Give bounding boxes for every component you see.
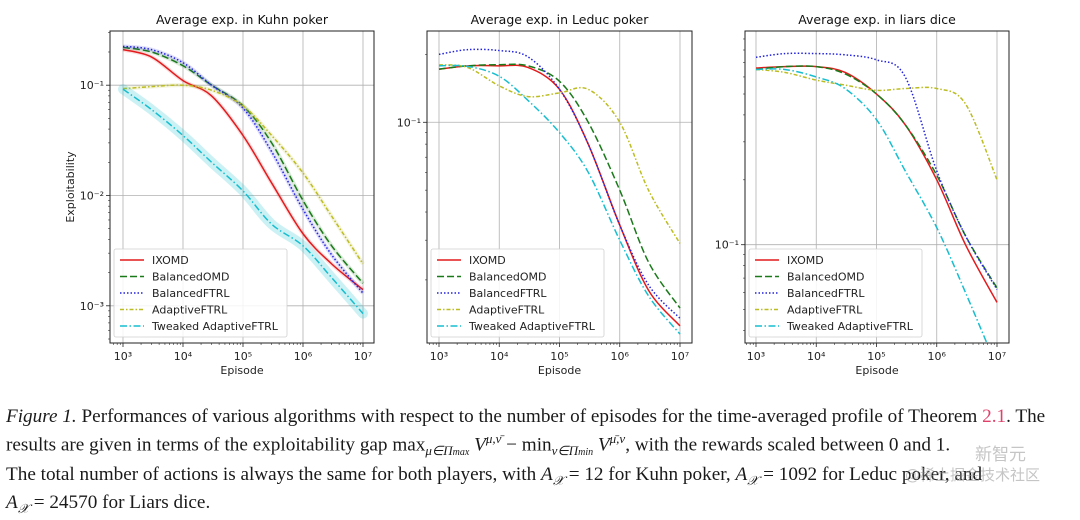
- caption-text: Performances of various algorithms with …: [76, 406, 983, 427]
- y-tick-label: 10⁻¹: [80, 79, 104, 92]
- legend-label: AdaptiveFTRL: [787, 304, 863, 317]
- caption-text: A: [735, 464, 748, 486]
- caption-text: 𝒳: [747, 473, 759, 489]
- x-tick-label: 10⁵: [234, 350, 252, 363]
- theorem-reference-link[interactable]: 2.1: [982, 406, 1007, 427]
- x-tick-label: 10⁶: [928, 350, 947, 363]
- legend-box: [748, 248, 923, 338]
- x-tick-label: 10⁷: [988, 350, 1006, 363]
- x-axis-label: Episode: [538, 364, 581, 377]
- caption-text: min: [578, 447, 594, 459]
- caption-line: The total number of actions is always th…: [6, 464, 1076, 492]
- caption-text: 𝒳: [17, 500, 29, 516]
- series-line-tweaked-adaptiveftrl: [438, 64, 681, 335]
- legend-box: [430, 248, 605, 338]
- series-line-balancedomd: [438, 63, 681, 309]
- caption-text: = 12 for Kuhn poker,: [563, 464, 736, 486]
- figure-caption: Figure 1. Performances of various algori…: [6, 406, 1076, 520]
- series-line-tweaked-adaptiveftrl: [755, 68, 988, 343]
- legend-label: BalancedOMD: [152, 271, 229, 284]
- series-line-balancedftrl: [755, 52, 998, 290]
- legend-label: Tweaked AdaptiveFTRL: [786, 320, 914, 333]
- caption-text: = 1092 for Leduc poker, and: [758, 464, 983, 486]
- caption-line: results are given in terms of the exploi…: [6, 428, 1076, 464]
- caption-text: . The: [1006, 406, 1046, 427]
- x-tick-label: 10⁵: [550, 350, 568, 363]
- series-line-ixomd: [122, 48, 364, 291]
- x-tick-label: 10⁶: [294, 350, 313, 363]
- axes-frame: [744, 30, 1010, 344]
- y-tick-label: 10⁻²: [80, 189, 104, 202]
- axes-frame: [109, 30, 375, 344]
- legend-label: AdaptiveFTRL: [469, 304, 545, 317]
- caption-text: V: [469, 434, 486, 456]
- caption-text: μ,ν̄: [485, 431, 502, 446]
- plot-area: [755, 52, 998, 343]
- x-axis-label: Episode: [220, 364, 263, 377]
- chart-panel-3: 10³ 10⁴ 10⁵ 10⁶ 10⁷ 10⁻¹ Average exp. in liars…: [715, 12, 1010, 377]
- plot-area: [438, 48, 681, 335]
- legend-label: BalancedFTRL: [152, 287, 230, 300]
- x-axis-label: Episode: [855, 364, 898, 377]
- series-line-balancedftrl: [438, 48, 681, 319]
- series-line-ixomd: [755, 65, 998, 303]
- legend-label: BalancedFTRL: [469, 287, 547, 300]
- legend-label: BalancedOMD: [469, 271, 546, 284]
- x-tick-label: 10⁷: [671, 350, 689, 363]
- x-tick-label: 10⁴: [807, 350, 826, 363]
- legend-label: Tweaked AdaptiveFTRL: [468, 320, 596, 333]
- y-tick-label: 10⁻¹: [715, 239, 739, 252]
- x-tick-label: 10⁵: [867, 350, 885, 363]
- series-line-adaptiveftrl: [755, 68, 998, 181]
- series-line-adaptiveftrl: [438, 63, 681, 244]
- chart-title: Average exp. in Kuhn poker: [156, 12, 329, 27]
- caption-text: μ∈Π: [425, 443, 453, 459]
- legend-label: Tweaked AdaptiveFTRL: [151, 320, 279, 333]
- caption-text: max: [452, 447, 470, 459]
- caption-text: 𝒳: [552, 473, 564, 489]
- figure-charts: 10³ 10⁴ 10⁵ 10⁶ 10⁷ 10⁻¹ 10⁻² 10⁻³ Average exp. …: [64, 12, 1010, 377]
- series-line-tweaked-adaptiveftrl: [122, 88, 364, 315]
- legend-box: [113, 248, 288, 338]
- legend-label: AdaptiveFTRL: [152, 304, 228, 317]
- caption-line: A𝒳 = 24570 for Liars dice.: [6, 492, 1076, 520]
- y-axis-label: Exploitability: [64, 151, 77, 223]
- y-tick-label: 10⁻³: [80, 300, 104, 313]
- caption-text: ν∈Π: [551, 443, 579, 459]
- chart-panel-2: 10³ 10⁴ 10⁵ 10⁶ 10⁷ 10⁻¹ Average exp. in Leduc…: [397, 12, 693, 377]
- chart-title: Average exp. in Leduc poker: [471, 12, 650, 27]
- legend: IXOMD BalancedOMD BalancedFTRL AdaptiveFTRL…: [748, 248, 923, 338]
- caption-line: Figure 1. Performances of various algori…: [6, 406, 1076, 428]
- series-line-balancedftrl: [122, 45, 364, 294]
- legend: IXOMD BalancedOMD BalancedFTRL AdaptiveFTRL…: [430, 248, 605, 338]
- x-tick-label: 10³: [114, 350, 132, 363]
- caption-text: μ̄,ν: [609, 431, 626, 446]
- caption-text: A: [540, 464, 553, 486]
- x-tick-label: 10⁴: [174, 350, 193, 363]
- legend: IXOMD BalancedOMD BalancedFTRL AdaptiveFTRL…: [113, 248, 288, 338]
- caption-text: V: [593, 434, 610, 456]
- legend-label: BalancedFTRL: [787, 287, 865, 300]
- legend-label: IXOMD: [152, 254, 189, 267]
- x-tick-label: 10⁴: [490, 350, 509, 363]
- series-line-adaptiveftrl: [122, 84, 364, 265]
- caption-text: results are given in terms of the exploi…: [6, 434, 426, 456]
- caption-text: − min: [501, 434, 552, 456]
- chart-panel-1: 10³ 10⁴ 10⁵ 10⁶ 10⁷ 10⁻¹ 10⁻² 10⁻³ Average exp. …: [64, 12, 375, 377]
- x-tick-label: 10³: [747, 350, 765, 363]
- x-tick-label: 10⁷: [354, 350, 372, 363]
- y-tick-label: 10⁻¹: [397, 116, 421, 129]
- caption-text: The total number of actions is always th…: [6, 464, 541, 486]
- x-tick-label: 10³: [430, 350, 448, 363]
- chart-title: Average exp. in liars dice: [798, 12, 956, 27]
- legend-label: IXOMD: [787, 254, 824, 267]
- x-tick-label: 10⁶: [611, 350, 630, 363]
- plot-area: [118, 44, 368, 319]
- legend-label: BalancedOMD: [787, 271, 864, 284]
- figure-label: Figure 1.: [6, 406, 77, 427]
- caption-text: , with the rewards scaled between 0 and …: [625, 434, 951, 456]
- legend-label: IXOMD: [469, 254, 506, 267]
